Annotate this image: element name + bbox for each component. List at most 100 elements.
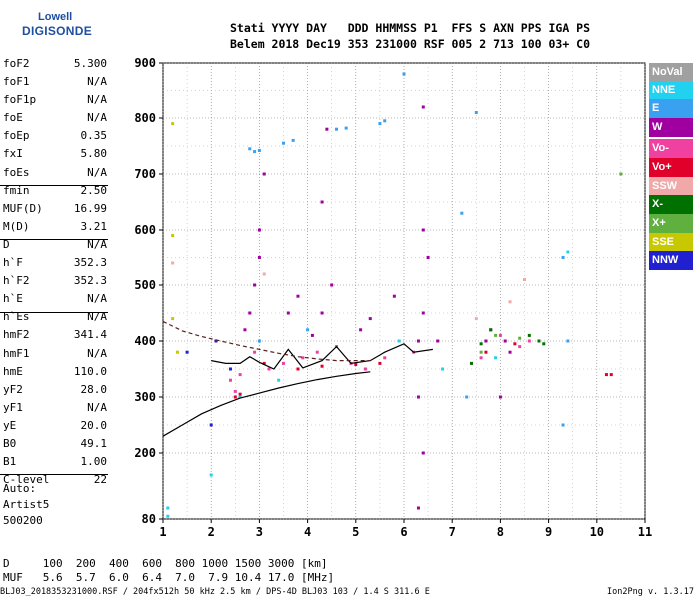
echo-point xyxy=(238,373,242,377)
y-tick-label: 80 xyxy=(142,512,156,526)
echo-point xyxy=(291,138,295,142)
echo-point xyxy=(604,373,608,377)
echo-point xyxy=(296,294,300,298)
echo-point xyxy=(359,328,363,332)
echo-point xyxy=(489,328,493,332)
station-header: Stati YYYY DAY DDD HHMMSS P1 FFS S AXN P… xyxy=(230,20,590,52)
echo-point xyxy=(185,350,189,354)
y-tick-label: 400 xyxy=(134,334,156,348)
echo-point xyxy=(368,317,372,321)
echo-point xyxy=(306,328,310,332)
echo-point xyxy=(474,111,478,114)
param-value: N/A xyxy=(87,292,107,306)
echo-point xyxy=(330,283,334,287)
echo-point xyxy=(426,256,430,259)
param-row: foE N/A xyxy=(3,111,107,129)
param-row: h`E N/A xyxy=(3,292,107,310)
param-separator xyxy=(0,185,108,186)
x-tick-label: 2 xyxy=(208,525,215,539)
echo-point xyxy=(561,256,565,259)
param-row: C-level 22 xyxy=(3,473,107,491)
y-tick-label: 200 xyxy=(134,446,156,460)
echo-point xyxy=(171,234,175,237)
param-row: MUF(D) 16.99 xyxy=(3,202,107,220)
param-row: hmF2 341.4 xyxy=(3,328,107,346)
param-label: M(D) xyxy=(3,219,30,233)
echo-point xyxy=(421,451,425,455)
echo-point xyxy=(166,506,170,510)
echo-point xyxy=(166,514,170,518)
legend-item-w: W xyxy=(649,118,693,137)
echo-point xyxy=(253,150,257,154)
echo-point xyxy=(402,72,406,76)
echo-point xyxy=(243,328,247,332)
echo-point xyxy=(335,127,339,131)
echo-point xyxy=(479,350,483,354)
echo-point xyxy=(228,378,232,382)
param-value: N/A xyxy=(87,165,107,179)
version-label: Ion2Png v. 1.3.17 xyxy=(607,587,694,597)
echo-point xyxy=(344,126,348,130)
param-label: h`F xyxy=(3,256,23,270)
echo-point xyxy=(325,127,329,131)
legend-item-e: E xyxy=(649,99,693,118)
param-value: N/A xyxy=(87,93,107,107)
echo-point xyxy=(498,395,502,399)
param-value: 3.21 xyxy=(80,219,108,233)
param-separator xyxy=(0,474,108,475)
echo-point xyxy=(561,423,565,427)
echo-point xyxy=(503,339,507,343)
logo-digisonde: DIGISONDE xyxy=(22,24,93,38)
echo-point xyxy=(416,506,420,510)
param-row: yF1 N/A xyxy=(3,401,107,419)
header-line-2: Belem 2018 Dec19 353 231000 RSF 005 2 71… xyxy=(230,37,591,51)
param-label: foE xyxy=(3,111,23,125)
param-label: hmF2 xyxy=(3,328,30,342)
echo-point xyxy=(310,333,314,337)
echo-point xyxy=(171,122,175,126)
param-label: D xyxy=(3,237,10,251)
echo-point xyxy=(238,392,242,396)
param-separator xyxy=(0,312,108,313)
x-tick-label: 3 xyxy=(256,525,263,539)
param-label: yF2 xyxy=(3,382,23,396)
echo-point xyxy=(267,367,271,371)
legend-item-x-plus: X+ xyxy=(649,214,693,233)
legend-item-ssw: SSW xyxy=(649,177,693,196)
param-value: 28.0 xyxy=(80,382,108,396)
param-label: hmF1 xyxy=(3,346,30,360)
y-tick-label: 900 xyxy=(134,56,156,70)
auto-method: Artist5 xyxy=(3,498,50,511)
echo-point xyxy=(286,311,290,315)
param-label: MUF(D) xyxy=(3,201,43,215)
echo-point xyxy=(175,350,179,354)
auto-code: 500200 xyxy=(3,514,43,527)
echo-point xyxy=(537,339,541,343)
x-tick-label: 8 xyxy=(497,525,504,539)
echo-point xyxy=(397,339,401,343)
param-value: N/A xyxy=(87,346,107,360)
header-line-1: Stati YYYY DAY DDD HHMMSS P1 FFS S AXN P… xyxy=(230,21,591,35)
echo-point xyxy=(248,147,252,151)
trace-line-trace_lower xyxy=(162,371,371,437)
param-row: M(D) 3.21 xyxy=(3,220,107,238)
x-tick-label: 6 xyxy=(400,525,407,539)
echo-point xyxy=(527,333,531,337)
echo-point xyxy=(416,339,420,343)
y-tick-label: 300 xyxy=(134,390,156,404)
echo-point xyxy=(262,361,266,365)
echo-point xyxy=(277,378,281,382)
trace-line-trace_dashed xyxy=(162,320,371,362)
param-label: h`F2 xyxy=(3,274,30,288)
param-row: foF2 5.300 xyxy=(3,57,107,75)
echo-point xyxy=(484,350,488,354)
param-row: foEp 0.35 xyxy=(3,129,107,147)
echo-point xyxy=(301,356,305,360)
param-value: 5.300 xyxy=(73,57,107,70)
param-row: hmE 110.0 xyxy=(3,365,107,383)
x-tick-label: 10 xyxy=(590,525,604,539)
echo-point xyxy=(282,141,285,145)
param-value: 352.3 xyxy=(73,274,107,288)
echo-point xyxy=(214,339,218,343)
legend-item-sse: SSE xyxy=(649,233,693,252)
